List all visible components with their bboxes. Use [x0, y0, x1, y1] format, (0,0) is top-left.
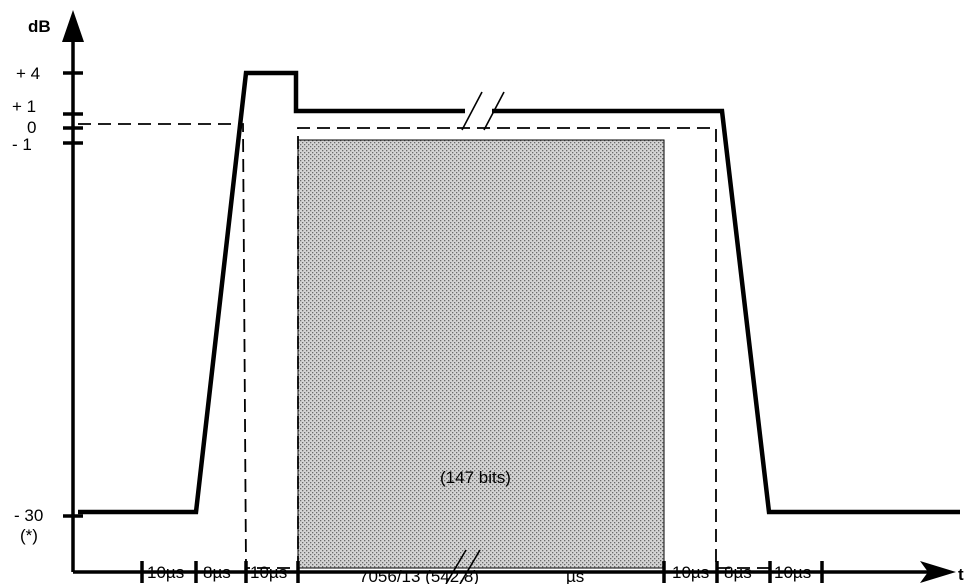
segment-label-2: 8µs [203, 563, 231, 582]
useful-burst-area [297, 139, 665, 569]
segment-label-5: 10µs [672, 563, 709, 582]
segment-label-7: 10µs [774, 563, 811, 582]
segment-label-4: 7056/13 (542.8) [359, 567, 479, 584]
y-tick-label-plus1: + 1 [12, 97, 36, 116]
segment-label-6: 8µs [724, 563, 752, 582]
lower-mask-dashed-line [78, 123, 770, 569]
upper-mask-line-left [78, 70, 465, 515]
y-tick-label-minus30: - 30 [14, 506, 43, 525]
y-tick-label-0: 0 [27, 118, 36, 137]
x-axis-arrow-icon [920, 561, 956, 583]
segment-label-unit: µs [566, 567, 584, 584]
y-tick-note: (*) [20, 526, 38, 545]
y-axis-unit-label: dB [28, 17, 51, 36]
segment-label-3: 10µs [250, 563, 287, 582]
y-axis-arrow-icon [62, 10, 84, 42]
x-ticks [140, 561, 824, 583]
x-axis-break-icon [445, 549, 481, 584]
burst-label: (147 bits) [440, 468, 511, 487]
upper-mask-line-right [492, 108, 960, 515]
y-tick-label-plus4: + 4 [16, 64, 40, 83]
x-axis-unit-label: t [958, 565, 964, 584]
y-tick-label-minus1: - 1 [12, 135, 32, 154]
upper-break-icon [461, 91, 505, 131]
segment-label-1: 10µs [147, 563, 184, 582]
